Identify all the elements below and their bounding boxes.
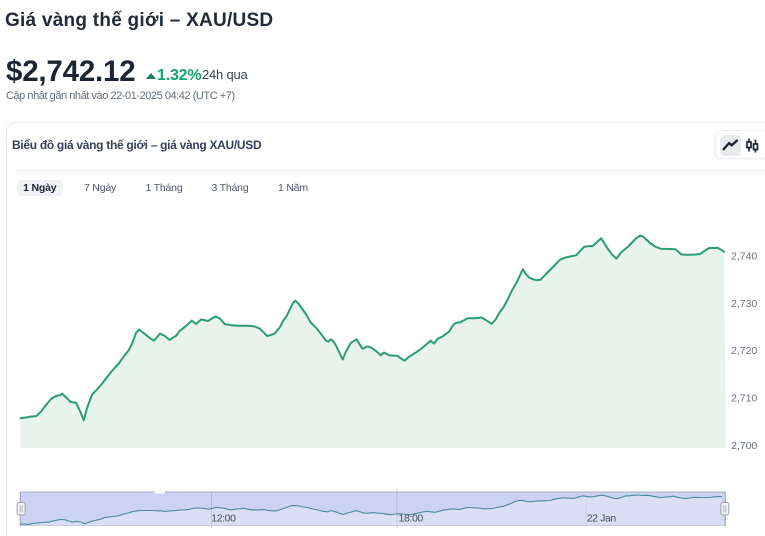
svg-text:12:00: 12:00	[211, 513, 236, 525]
svg-text:2,730: 2,730	[731, 298, 757, 310]
svg-text:2,710: 2,710	[731, 393, 757, 405]
svg-text:2,720: 2,720	[731, 345, 757, 357]
svg-text:18:00: 18:00	[399, 513, 424, 525]
svg-text:2,700: 2,700	[731, 440, 757, 452]
svg-text:2,740: 2,740	[731, 250, 757, 262]
svg-text:22 Jan: 22 Jan	[587, 513, 617, 525]
